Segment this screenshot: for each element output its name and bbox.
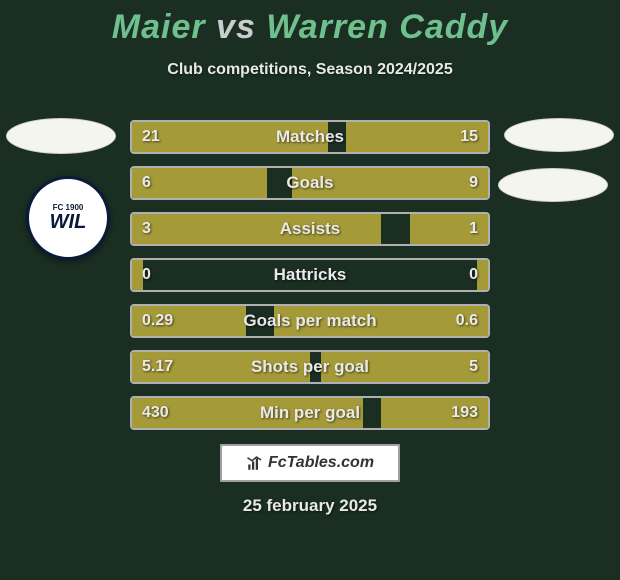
stat-label: Assists: [132, 214, 488, 244]
stat-label: Goals: [132, 168, 488, 198]
stat-label: Matches: [132, 122, 488, 152]
player2-name: Warren Caddy: [266, 8, 508, 46]
stat-row: 2115Matches: [130, 120, 490, 154]
stat-label: Goals per match: [132, 306, 488, 336]
player2-crest-placeholder-2: [498, 168, 608, 202]
club-badge: FC 1900 WIL: [26, 176, 110, 260]
stat-row: 5.175Shots per goal: [130, 350, 490, 384]
stats-container: 2115Matches 69Goals 31Assists 00Hattricks 0.…: [130, 120, 490, 442]
stat-row: 31Assists: [130, 212, 490, 246]
comparison-title: Maier vs Warren Caddy: [0, 0, 620, 47]
subtitle: Club competitions, Season 2024/2025: [0, 61, 620, 79]
footer-brand-box: FcTables.com: [220, 444, 400, 482]
player1-crest-placeholder: [6, 118, 116, 154]
player1-name: Maier: [112, 8, 206, 46]
chart-icon: [246, 454, 264, 472]
footer-brand-text: FcTables.com: [268, 454, 374, 472]
player1-logo-area: FC 1900 WIL: [6, 118, 116, 154]
badge-text: WIL: [50, 212, 87, 232]
vs-text: vs: [216, 8, 256, 46]
footer-date: 25 february 2025: [0, 496, 620, 516]
stat-row: 00Hattricks: [130, 258, 490, 292]
stat-row: 0.290.6Goals per match: [130, 304, 490, 338]
stat-row: 69Goals: [130, 166, 490, 200]
stat-label: Shots per goal: [132, 352, 488, 382]
stat-row: 430193Min per goal: [130, 396, 490, 430]
stat-label: Min per goal: [132, 398, 488, 428]
player2-crest-placeholder-1: [504, 118, 614, 152]
player2-logo-area: [504, 118, 614, 152]
stat-label: Hattricks: [132, 260, 488, 290]
